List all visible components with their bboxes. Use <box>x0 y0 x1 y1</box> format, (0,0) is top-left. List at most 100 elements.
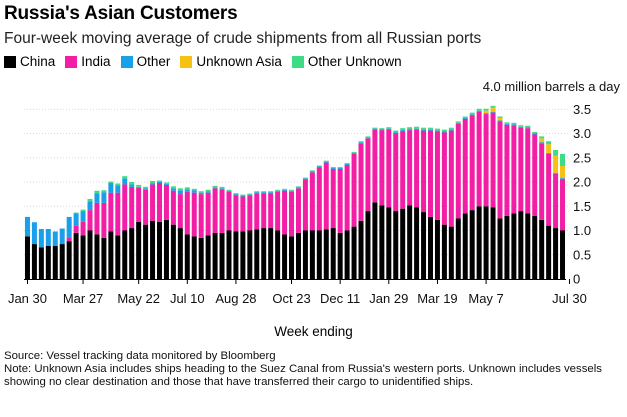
chart-title: Russia's Asian Customers <box>4 3 238 24</box>
bar-india <box>219 189 225 233</box>
bar-other-unknown <box>184 187 190 190</box>
bar-india <box>309 172 315 231</box>
bar-other-unknown <box>344 163 350 165</box>
bar-china <box>525 213 531 279</box>
bar-china <box>407 205 413 279</box>
bar-china <box>254 229 260 279</box>
bar-china <box>532 215 538 279</box>
bar-china <box>275 230 281 279</box>
bar-other <box>462 117 468 119</box>
bar-other <box>441 131 447 133</box>
legend-item-india: India <box>65 54 111 69</box>
bar-other <box>407 129 413 131</box>
bar-china <box>365 211 371 279</box>
bar-other <box>226 190 232 192</box>
bar-other <box>379 129 385 131</box>
bar-other <box>400 130 406 132</box>
bar-china <box>441 224 447 279</box>
bar-other-unknown <box>177 188 183 191</box>
bar-india <box>511 125 517 214</box>
bar-india <box>476 111 482 207</box>
bar-other-unknown <box>212 185 218 188</box>
bar-india <box>532 134 538 216</box>
x-tick-label: Mar 19 <box>417 291 457 306</box>
bar-other-unknown <box>414 126 420 129</box>
bar-other <box>219 188 225 190</box>
bar-india <box>254 193 260 230</box>
bar-unknown-asia <box>553 155 559 173</box>
y-tick-label: 0.5 <box>573 247 591 262</box>
bar-other <box>497 120 503 122</box>
bar-other-unknown <box>504 122 510 124</box>
bar-china <box>163 219 169 279</box>
bar-other <box>504 123 510 125</box>
bar-china <box>101 237 107 280</box>
bar-india <box>546 153 552 226</box>
bar-other <box>525 127 531 129</box>
bar-other <box>261 192 267 194</box>
bar-china <box>115 235 121 279</box>
footer: Source: Vessel tracking data monitored b… <box>4 350 622 390</box>
bar-india <box>136 187 142 222</box>
bar-other <box>393 132 399 134</box>
bar-india <box>94 202 100 235</box>
bar-india <box>66 237 72 242</box>
bar-other <box>275 190 281 192</box>
bar-other-unknown <box>330 166 336 168</box>
chart-plot: 0 0.5 1.0 1.5 2.0 2.5 3.0 3.5 Jan 30 Mar 27 May 22… <box>8 102 591 306</box>
bar-other <box>483 113 489 115</box>
bar-india <box>129 186 135 229</box>
bar-other-unknown <box>518 125 524 127</box>
bar-other <box>101 192 107 203</box>
bar-china <box>212 232 218 279</box>
legend-item-china: China <box>4 54 55 69</box>
bar-other-unknown <box>434 128 440 131</box>
bar-other-unknown <box>483 108 489 111</box>
bar-other <box>254 192 260 194</box>
bar-other <box>282 189 288 191</box>
bar-other-unknown <box>289 189 295 191</box>
bar-china <box>386 207 392 279</box>
bar-other <box>511 124 517 126</box>
bar-india <box>455 123 461 219</box>
bar-china <box>282 234 288 279</box>
bar-other-unknown <box>553 149 559 156</box>
bar-other <box>170 188 176 191</box>
bar-unknown-asia <box>560 166 566 179</box>
x-tick-label: Mar 27 <box>63 291 103 306</box>
bar-china <box>240 231 246 279</box>
bar-other-unknown <box>323 160 329 162</box>
bar-other-unknown <box>233 193 239 195</box>
legend-swatch-india <box>65 55 78 68</box>
bar-india <box>275 191 281 231</box>
bar-other <box>490 111 496 113</box>
x-tick-label: Jan 30 <box>8 291 47 306</box>
bar-india <box>323 162 329 230</box>
bar-china <box>511 213 517 279</box>
bar-china <box>31 244 37 279</box>
bar-india <box>490 112 496 208</box>
bar-other <box>365 137 371 139</box>
bar-india <box>344 165 350 231</box>
bar-india <box>469 115 475 211</box>
bar-china <box>45 246 51 279</box>
bar-china <box>205 235 211 279</box>
bar-other-unknown <box>490 105 496 108</box>
bar-other <box>247 194 253 196</box>
x-tick-label: May 22 <box>117 291 160 306</box>
bar-india <box>212 188 218 233</box>
bar-china <box>184 234 190 279</box>
bar-china <box>59 244 65 279</box>
bar-other-unknown <box>80 209 86 212</box>
methodology-note: Note: Unknown Asia includes ships headin… <box>4 363 602 389</box>
bar-other <box>560 178 566 180</box>
bar-india <box>365 138 371 212</box>
bar-other <box>108 182 114 193</box>
bar-other-unknown <box>226 189 232 191</box>
bar-india <box>372 129 378 203</box>
y-tick-label: 3.5 <box>573 102 591 117</box>
bar-other <box>414 128 420 130</box>
bar-india <box>177 194 183 229</box>
bar-india <box>157 182 162 222</box>
legend-label-other-unknown: Other Unknown <box>307 54 402 69</box>
